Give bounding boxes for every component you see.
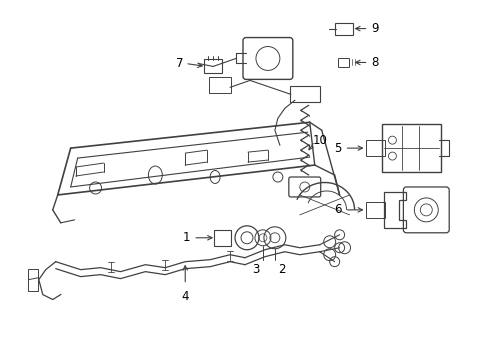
Text: 4: 4: [181, 289, 188, 302]
Text: 10: 10: [312, 134, 327, 147]
Text: 1: 1: [183, 231, 190, 244]
Text: 9: 9: [371, 22, 378, 35]
Text: 6: 6: [333, 203, 341, 216]
Text: 2: 2: [277, 263, 285, 276]
Text: 3: 3: [252, 263, 260, 276]
Text: 7: 7: [175, 57, 183, 70]
Text: 5: 5: [334, 141, 341, 155]
Text: 8: 8: [371, 56, 378, 69]
